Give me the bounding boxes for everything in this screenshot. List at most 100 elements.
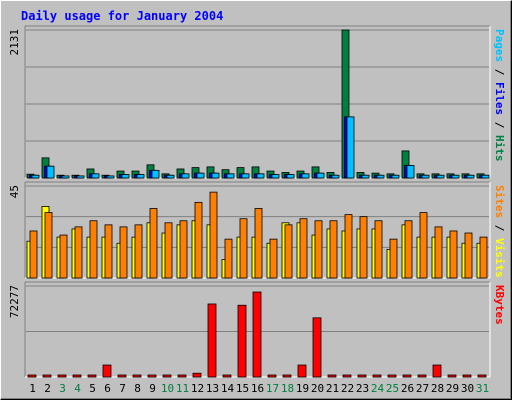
bar-pages-day-15 (241, 173, 250, 179)
bar-sites-day-26 (404, 220, 413, 279)
bar-sites-day-10 (164, 222, 173, 279)
x-tick-label: 19 (296, 382, 309, 395)
x-tick-label: 29 (446, 382, 459, 395)
bar-sites-day-3 (59, 234, 68, 279)
bar-sites-day-27 (419, 212, 428, 279)
bar-kbytes-day-14 (222, 374, 232, 378)
x-tick-label: 2 (44, 382, 51, 395)
bar-sites-day-21 (329, 220, 338, 279)
bar-sites-day-5 (89, 220, 98, 279)
legend-part: / (493, 62, 506, 82)
bar-pages-day-24 (376, 174, 385, 179)
legend-label: Pages / Files / Hits (493, 29, 506, 162)
bar-pages-day-31 (481, 174, 490, 179)
bar-sites-day-8 (134, 224, 143, 279)
bar-pages-day-26 (406, 165, 415, 179)
bar-sites-day-28 (434, 226, 443, 279)
x-tick-label: 6 (104, 382, 111, 395)
bar-pages-day-25 (391, 174, 400, 179)
bar-kbytes-day-9 (147, 374, 157, 378)
bar-sites-day-30 (464, 232, 473, 279)
y-max-label: 45 (8, 185, 21, 198)
bar-sites-day-4 (74, 226, 83, 279)
bar-pages-day-11 (181, 173, 190, 179)
x-tick-label: 27 (416, 382, 429, 395)
legend-part: / (493, 115, 506, 135)
bar-sites-day-15 (239, 218, 248, 279)
bar-kbytes-day-7 (117, 374, 127, 378)
x-tick-label: 3 (59, 382, 66, 395)
legend-label: Sites / Visits (493, 185, 506, 278)
x-tick-label: 24 (371, 382, 385, 395)
x-tick-label: 5 (89, 382, 96, 395)
x-tick-label: 18 (281, 382, 294, 395)
x-tick-label: 12 (191, 382, 204, 395)
bar-pages-day-23 (361, 174, 370, 179)
bar-pages-day-5 (91, 173, 100, 179)
bar-sites-day-20 (314, 220, 323, 279)
x-tick-label: 31 (476, 382, 489, 395)
bar-pages-day-6 (106, 175, 115, 179)
x-tick-label: 8 (134, 382, 141, 395)
bar-pages-day-4 (76, 175, 85, 179)
x-tick-label: 20 (311, 382, 324, 395)
bar-kbytes-day-28 (432, 364, 442, 378)
bar-sites-day-2 (44, 212, 53, 279)
bar-pages-day-2 (46, 165, 55, 179)
bar-pages-day-27 (421, 174, 430, 179)
bar-kbytes-day-15 (237, 304, 247, 378)
bar-sites-day-11 (179, 220, 188, 279)
bar-pages-day-7 (121, 174, 130, 179)
bar-kbytes-day-20 (312, 317, 322, 378)
x-tick-label: 17 (266, 382, 279, 395)
bar-sites-day-17 (269, 238, 278, 279)
x-tick-label: 1 (29, 382, 36, 395)
bar-pages-day-28 (436, 174, 445, 179)
bar-kbytes-day-10 (162, 374, 172, 378)
x-tick-label: 11 (176, 382, 189, 395)
bar-sites-day-22 (344, 214, 353, 279)
x-tick-label: 13 (206, 382, 219, 395)
bar-pages-day-14 (226, 173, 235, 179)
y-max-label: 2131 (8, 29, 21, 56)
bar-kbytes-day-6 (102, 364, 112, 378)
bar-pages-day-10 (166, 174, 175, 179)
bar-sites-day-29 (449, 230, 458, 279)
x-tick-label: 30 (461, 382, 474, 395)
bar-pages-day-21 (331, 174, 340, 179)
x-tick-label: 16 (251, 382, 264, 395)
bar-kbytes-day-17 (267, 374, 277, 378)
x-tick-label: 28 (431, 382, 444, 395)
bar-pages-day-19 (301, 173, 310, 179)
bar-pages-day-30 (466, 174, 475, 179)
bar-kbytes-day-25 (387, 374, 397, 378)
bar-sites-day-13 (209, 191, 218, 279)
bar-pages-day-18 (286, 174, 295, 179)
x-tick-label: 22 (341, 382, 354, 395)
legend-part: / (493, 218, 506, 238)
bar-kbytes-day-19 (297, 364, 307, 378)
bar-kbytes-day-16 (252, 291, 262, 378)
bar-pages-day-29 (451, 174, 460, 179)
bar-sites-day-14 (224, 238, 233, 279)
bar-kbytes-day-27 (417, 374, 427, 378)
bar-kbytes-day-22 (342, 374, 352, 378)
bar-kbytes-day-29 (447, 374, 457, 378)
bar-pages-day-9 (151, 169, 160, 179)
legend-label: KBytes (493, 285, 506, 325)
bar-sites-day-7 (119, 226, 128, 279)
bar-pages-day-20 (316, 172, 325, 179)
bar-kbytes-day-26 (402, 374, 412, 378)
bar-kbytes-day-21 (327, 374, 337, 378)
bar-kbytes-day-1 (27, 374, 37, 378)
legend-part: KBytes (493, 285, 506, 325)
bar-pages-day-16 (256, 173, 265, 179)
bar-pages-day-8 (136, 174, 145, 179)
x-tick-label: 21 (326, 382, 339, 395)
x-tick-label: 23 (356, 382, 369, 395)
bar-kbytes-day-8 (132, 374, 142, 378)
bar-sites-day-19 (299, 218, 308, 279)
bar-pages-day-13 (211, 172, 220, 179)
bar-pages-day-17 (271, 174, 280, 179)
